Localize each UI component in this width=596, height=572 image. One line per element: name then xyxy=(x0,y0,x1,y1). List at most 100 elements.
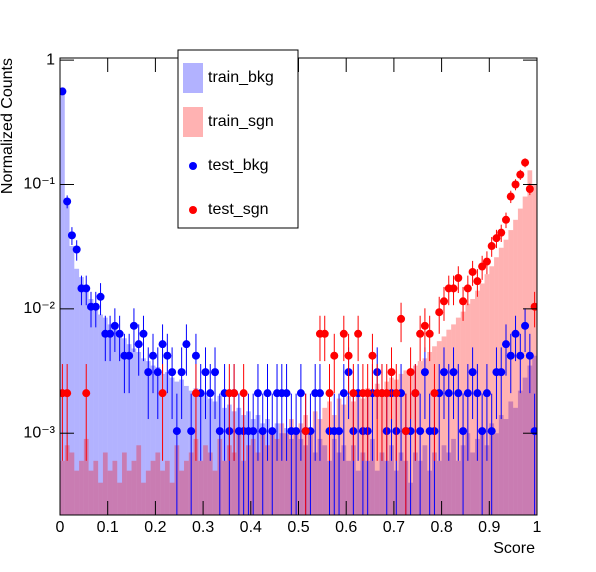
data-point xyxy=(115,329,124,338)
y-tick-label: 10⁻³ xyxy=(23,424,55,441)
data-point xyxy=(110,321,119,330)
hist-bar xyxy=(389,445,394,515)
legend-label: train_sgn xyxy=(208,113,274,130)
hist-bar xyxy=(474,438,480,515)
data-point xyxy=(516,351,525,360)
hist-bar xyxy=(169,482,175,515)
hist-bar xyxy=(207,452,213,515)
data-point xyxy=(106,329,115,338)
hist-bar xyxy=(79,460,84,515)
data-point xyxy=(525,351,534,360)
data-point xyxy=(182,340,191,349)
hist-bar xyxy=(179,470,185,515)
hist-bar xyxy=(74,470,80,515)
y-tick-label: 1 xyxy=(46,51,55,68)
x-tick-label: 0.8 xyxy=(430,519,452,536)
data-point xyxy=(511,180,520,189)
hist-bar xyxy=(279,423,285,515)
hist-bar xyxy=(312,411,318,515)
hist-bar xyxy=(126,344,132,515)
data-point xyxy=(301,427,310,436)
data-point xyxy=(487,242,496,251)
hist-bar xyxy=(83,438,89,515)
hist-bar xyxy=(136,445,142,515)
hist-bar xyxy=(102,317,108,515)
data-point xyxy=(497,228,506,237)
data-point xyxy=(239,389,248,398)
hist-bar xyxy=(98,482,103,515)
data-point xyxy=(439,297,448,306)
x-tick-label: 0.4 xyxy=(240,519,262,536)
hist-bar xyxy=(155,452,161,515)
hist-bar xyxy=(184,385,189,515)
data-point xyxy=(449,284,458,293)
hist-bar xyxy=(112,460,118,515)
data-point xyxy=(82,389,91,398)
hist-bar xyxy=(212,401,218,515)
legend-marker xyxy=(189,162,197,170)
hist-bar xyxy=(184,460,189,515)
x-tick-label: 0 xyxy=(56,519,65,536)
data-point xyxy=(521,321,530,330)
hist-bar xyxy=(489,266,495,515)
hist-bar xyxy=(455,460,461,515)
hist-bar xyxy=(317,438,323,515)
hist-bar xyxy=(160,470,165,515)
data-point xyxy=(516,170,525,179)
data-point xyxy=(482,257,491,266)
data-point xyxy=(411,389,420,398)
hist-bar xyxy=(322,445,328,515)
data-point xyxy=(430,389,439,398)
data-point xyxy=(501,340,510,349)
data-point xyxy=(473,389,482,398)
data-point xyxy=(444,389,453,398)
data-point xyxy=(158,340,167,349)
hist-bar xyxy=(312,452,318,515)
hist-bar xyxy=(93,460,99,515)
hist-bar xyxy=(412,452,418,515)
data-point xyxy=(149,351,158,360)
data-point xyxy=(72,245,81,254)
x-tick-label: 0.3 xyxy=(192,519,214,536)
hist-bar xyxy=(179,379,185,515)
hist-bar xyxy=(69,452,75,515)
legend-label: test_sgn xyxy=(208,201,268,218)
data-point xyxy=(129,321,138,330)
hist-bar xyxy=(346,460,351,515)
data-point xyxy=(478,262,487,271)
data-point xyxy=(420,368,429,377)
data-point xyxy=(463,284,472,293)
x-tick-label: 0.2 xyxy=(144,519,166,536)
data-point xyxy=(60,87,67,96)
data-point xyxy=(420,321,429,330)
data-point xyxy=(478,427,487,436)
data-point xyxy=(320,329,329,338)
hist-bar xyxy=(298,438,304,515)
data-point xyxy=(325,389,334,398)
data-point xyxy=(191,389,200,398)
hist-bar xyxy=(150,365,156,515)
data-point xyxy=(91,302,100,311)
data-point xyxy=(177,368,186,377)
data-point xyxy=(187,427,196,436)
hist-bar xyxy=(60,460,65,515)
hist-bar xyxy=(513,407,518,515)
hist-bar xyxy=(131,348,137,515)
x-tick-label: 0.6 xyxy=(335,519,357,536)
data-point xyxy=(296,389,305,398)
hist-bar xyxy=(131,460,137,515)
hist-bar xyxy=(451,438,456,515)
hist-bar xyxy=(436,460,442,515)
data-point xyxy=(397,314,406,323)
data-point xyxy=(454,389,463,398)
hist-bar xyxy=(74,268,80,515)
legend-swatch xyxy=(183,107,203,137)
data-point xyxy=(506,351,515,360)
data-point xyxy=(487,427,496,436)
hist-bar xyxy=(122,452,127,515)
data-point xyxy=(416,329,425,338)
hist-bar xyxy=(517,390,523,515)
data-point xyxy=(125,351,134,360)
hist-bar xyxy=(107,324,113,515)
data-point xyxy=(163,351,172,360)
